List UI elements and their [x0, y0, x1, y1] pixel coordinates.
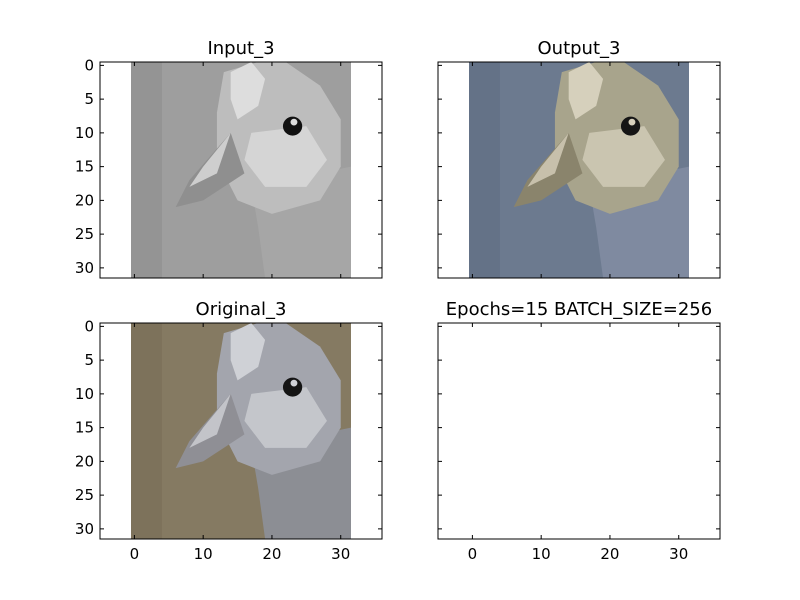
empty-xtick-label: 30 [669, 545, 688, 563]
empty-xtick-label: 10 [532, 545, 551, 563]
panel-output: Output_3 [437, 38, 721, 279]
original-ytick-label: 10 [75, 385, 94, 403]
original-ytick-label: 5 [84, 351, 94, 369]
input-ytick-label: 5 [84, 90, 94, 108]
input-eye [282, 116, 303, 136]
original-image [130, 323, 352, 539]
input-ytick-label: 30 [75, 259, 94, 277]
original-ytick-label: 15 [75, 419, 94, 437]
input-crest-highlight [230, 62, 266, 120]
empty-xtick-label: 0 [468, 545, 478, 563]
input-axes-frame [99, 61, 383, 279]
original-xtick-label: 30 [331, 545, 350, 563]
original-ytick-label: 0 [84, 317, 94, 335]
output-face-patch [582, 126, 665, 187]
input-face-patch [244, 126, 327, 187]
input-title: Input_3 [207, 38, 274, 59]
panel-empty: Epochs=15 BATCH_SIZE=256 0 10 20 30 [437, 299, 721, 563]
original-ytick-label: 25 [75, 486, 94, 504]
input-ytick-label: 25 [75, 225, 94, 243]
panel-input: Input_3 0 5 10 15 20 25 30 [75, 38, 383, 279]
output-axes-frame [437, 61, 721, 279]
original-title: Original_3 [196, 299, 287, 320]
input-ytick-label: 20 [75, 191, 94, 209]
original-eye-glint [290, 379, 298, 387]
input-ytick-label: 0 [84, 56, 94, 74]
original-crest-highlight [230, 323, 266, 381]
output-edge-shade [468, 62, 500, 278]
output-eye [620, 116, 641, 136]
original-xtick-label: 10 [194, 545, 213, 563]
input-ytick-label: 10 [75, 124, 94, 142]
original-xtick-label: 20 [262, 545, 281, 563]
output-beak-highlight [527, 132, 569, 187]
empty-title: Epochs=15 BATCH_SIZE=256 [446, 299, 712, 320]
input-edge-shade [130, 62, 162, 278]
empty-xtick-label: 20 [600, 545, 619, 563]
original-xtick-label: 0 [130, 545, 140, 563]
input-image [130, 62, 352, 278]
original-ytick-label: 20 [75, 452, 94, 470]
original-face-patch [244, 387, 327, 448]
input-ytick-label: 15 [75, 158, 94, 176]
output-crest-highlight [568, 62, 604, 120]
original-edge-shade [130, 323, 162, 539]
original-eye [282, 377, 303, 397]
output-image [468, 62, 690, 278]
output-title: Output_3 [538, 38, 621, 59]
original-beak-highlight [189, 393, 231, 448]
original-axes-frame [99, 322, 383, 540]
panel-original: Original_3 0 10 20 30 0 5 10 15 20 25 30 [75, 299, 383, 563]
output-eye-glint [628, 118, 636, 126]
original-ytick-label: 30 [75, 520, 94, 538]
empty-axes-frame [437, 322, 721, 540]
input-beak-highlight [189, 132, 231, 187]
input-eye-glint [290, 118, 298, 126]
